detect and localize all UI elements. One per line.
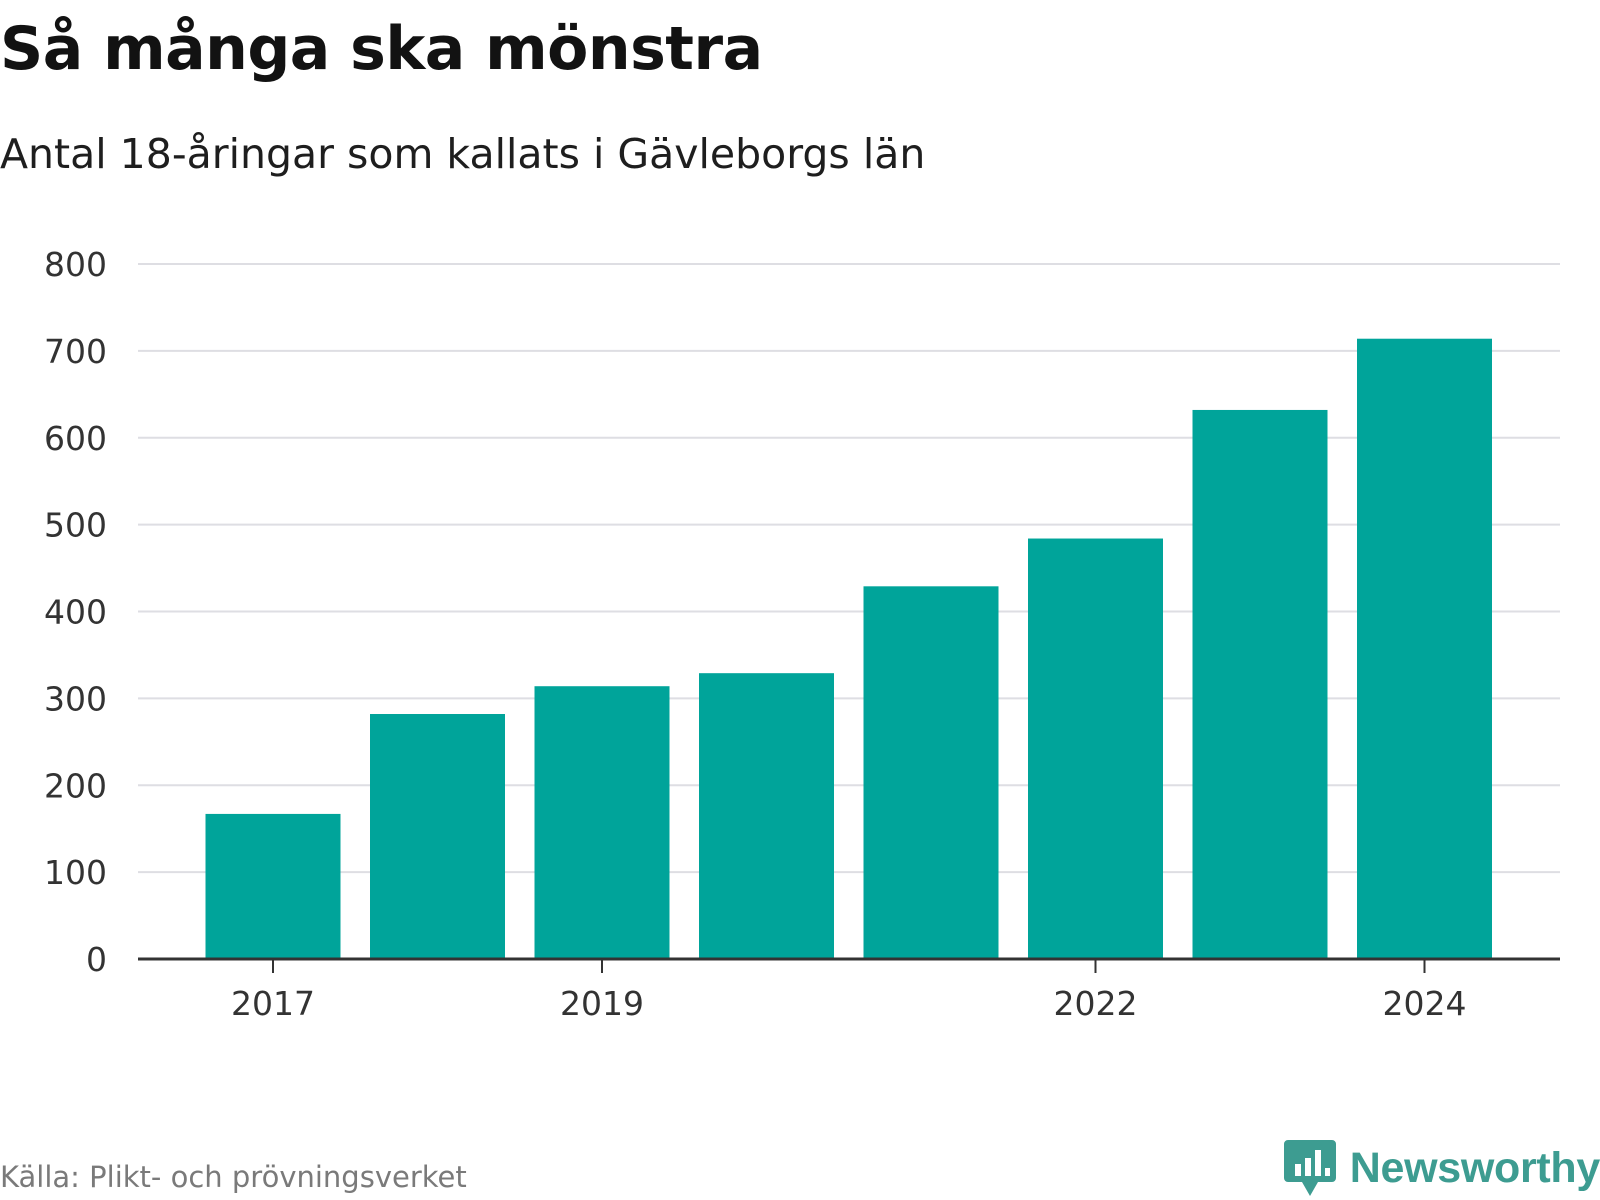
y-tick-label: 800 [44, 245, 107, 284]
x-tick-label: 2017 [231, 984, 315, 1023]
brand-logo: Newsworthy [1283, 1138, 1600, 1198]
bar-2017 [205, 813, 341, 959]
x-tick-label: 2019 [560, 984, 644, 1023]
bars [205, 338, 1492, 959]
source-note: Källa: Plikt- och prövningsverket [0, 1160, 467, 1194]
y-tick-label: 200 [44, 766, 107, 805]
y-tick-label: 100 [44, 853, 107, 892]
bar-2018 [370, 714, 505, 959]
bar-2020 [699, 673, 834, 959]
axes: 0 100 200 300 400 500 600 700 800 2017 2019 2022 202… [44, 245, 1560, 1023]
chart-subtitle: Antal 18-åringar som kallats i Gävleborg… [0, 130, 926, 178]
bar-2021 [863, 586, 999, 959]
x-tick-label: 2024 [1383, 984, 1467, 1023]
brand-name: Newsworthy [1349, 1143, 1600, 1192]
y-tick-label: 0 [86, 940, 107, 979]
bar-2022 [1028, 538, 1163, 959]
y-tick-label: 300 [44, 679, 107, 718]
bar-2024 [1357, 338, 1492, 959]
gridlines [138, 263, 1560, 874]
bar-2023 [1192, 409, 1328, 959]
y-tick-label: 400 [44, 593, 107, 632]
y-tick-label: 600 [44, 419, 107, 458]
bar-chart-speech-bubble-icon [1283, 1140, 1336, 1196]
y-tick-label: 500 [44, 506, 107, 545]
y-tick-label: 700 [44, 332, 107, 371]
x-tick-label: 2022 [1054, 984, 1138, 1023]
chart-title: Så många ska mönstra [0, 14, 763, 84]
bar-2019 [534, 686, 670, 959]
